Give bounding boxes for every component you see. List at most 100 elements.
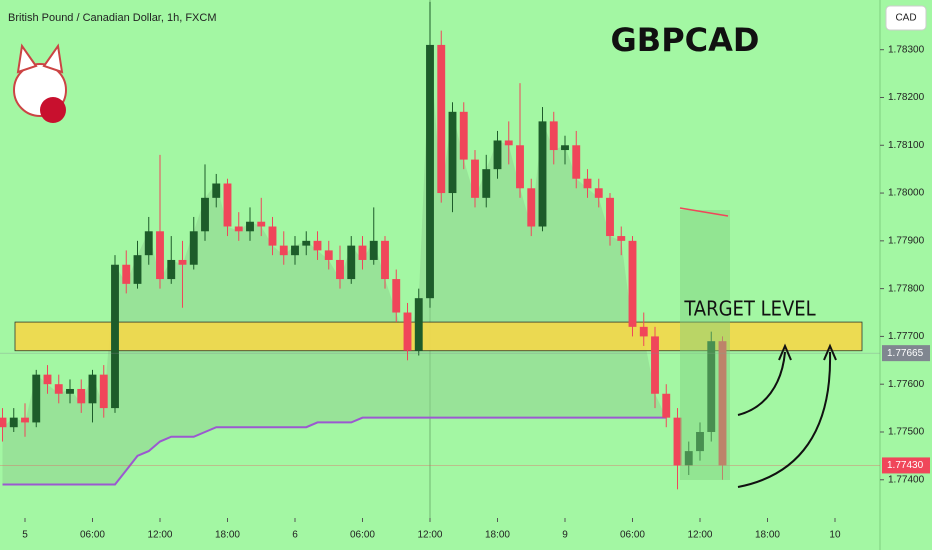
candle-body <box>302 240 311 246</box>
x-tick-label: 06:00 <box>350 530 375 541</box>
candle-body <box>538 121 547 227</box>
candle-body <box>673 417 682 466</box>
y-tick-label: 1.77600 <box>888 379 925 390</box>
chart-title: GBPCAD <box>611 21 760 59</box>
candle-body <box>594 188 603 198</box>
candle-body <box>696 431 704 452</box>
x-tick-label: 18:00 <box>215 530 240 541</box>
candle-body <box>268 226 277 246</box>
candle-body <box>257 221 266 227</box>
x-tick-label: 18:00 <box>755 530 780 541</box>
candle-body <box>0 417 7 428</box>
price-label-box <box>882 345 930 362</box>
candle-body <box>628 240 637 327</box>
candle-body <box>54 384 63 394</box>
x-tick-label: 6 <box>292 530 298 541</box>
candle-body <box>718 341 727 466</box>
candle-body <box>471 159 479 198</box>
candle-body <box>369 240 378 260</box>
x-tick-label: 12:00 <box>687 530 712 541</box>
candle-body <box>111 264 119 409</box>
candle-body <box>21 417 29 423</box>
candle-body <box>223 183 232 227</box>
arrow <box>737 351 832 488</box>
position-box <box>680 210 730 480</box>
candle-body <box>561 145 569 151</box>
candle-body <box>9 417 18 428</box>
candle-body <box>684 451 693 466</box>
currency-button[interactable] <box>885 5 927 31</box>
x-tick-label: 5 <box>22 530 28 541</box>
candle-body <box>583 178 592 189</box>
candle-body <box>324 250 333 260</box>
x-tick-label: 9 <box>562 530 568 541</box>
candle-body <box>144 231 153 256</box>
candle-body <box>358 245 367 260</box>
candle-body <box>516 145 524 189</box>
candle-body <box>639 326 648 337</box>
candle-body <box>482 169 491 198</box>
currency-label: CAD <box>895 13 916 24</box>
candle-body <box>156 231 164 280</box>
candle-body <box>662 393 671 418</box>
candle-body <box>43 374 52 385</box>
arrow-head <box>778 343 792 361</box>
candle-body <box>99 374 108 409</box>
indicator-line <box>2 416 667 486</box>
candle-body <box>313 240 322 251</box>
candle-body <box>167 259 176 280</box>
candle-body <box>212 183 221 198</box>
avatar <box>13 43 67 123</box>
y-tick-label: 1.77400 <box>888 474 925 485</box>
x-tick-label: 06:00 <box>80 530 105 541</box>
candle-body <box>88 374 97 404</box>
y-tick-label: 1.77700 <box>888 331 925 342</box>
arrow <box>737 351 786 416</box>
x-tick-label: 12:00 <box>147 530 172 541</box>
candle-body <box>606 197 614 237</box>
candle-body <box>201 197 209 232</box>
price-label: 1.77665 <box>887 348 924 359</box>
candle-body <box>381 240 389 280</box>
candle-body <box>336 259 344 280</box>
candle-body <box>426 44 434 299</box>
price-label: 1.77430 <box>887 460 924 471</box>
y-tick-label: 1.77500 <box>888 427 925 438</box>
symbol-label: British Pound / Canadian Dollar, 1h, FXC… <box>8 12 217 24</box>
candle-body <box>77 388 86 404</box>
arrow-head <box>823 343 837 361</box>
candle-body <box>234 226 243 232</box>
candle-body <box>279 245 288 256</box>
y-tick-label: 1.77900 <box>888 235 925 246</box>
y-tick-label: 1.78300 <box>888 44 925 55</box>
x-tick-label: 12:00 <box>417 530 442 541</box>
candle-body <box>291 245 299 256</box>
candle-body <box>527 188 536 227</box>
y-tick-label: 1.77800 <box>888 283 925 294</box>
candle-body <box>651 336 659 394</box>
y-tick-label: 1.78100 <box>888 140 925 151</box>
candle-body <box>347 245 356 280</box>
x-tick-label: 10 <box>829 530 841 541</box>
position-target <box>679 207 729 217</box>
candle-body <box>414 298 423 351</box>
candle-body <box>437 44 446 194</box>
candle-body <box>459 111 468 160</box>
candle-body <box>122 264 131 284</box>
x-tick-label: 06:00 <box>620 530 645 541</box>
candle-body <box>246 221 254 232</box>
y-tick-label: 1.78000 <box>888 188 925 199</box>
candle-body <box>572 145 581 179</box>
candle-body <box>403 312 412 351</box>
candle-body <box>448 111 457 194</box>
candle-body <box>178 259 187 265</box>
candle-body <box>66 388 74 394</box>
candle-body <box>549 121 558 151</box>
target-zone <box>14 321 863 352</box>
x-tick-label: 18:00 <box>485 530 510 541</box>
annotation: TARGET LEVEL <box>683 297 815 321</box>
candle-body <box>504 140 513 146</box>
y-tick-label: 1.78200 <box>888 92 925 103</box>
